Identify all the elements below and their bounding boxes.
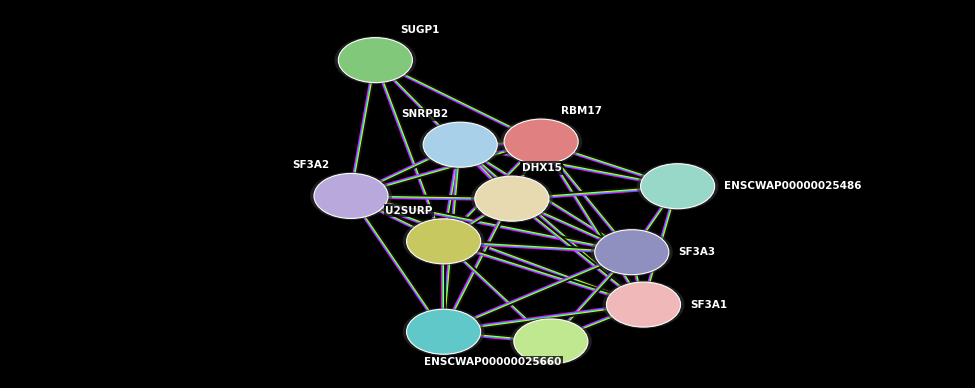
Ellipse shape: [637, 162, 719, 210]
Text: ENSCWAP00000025660: ENSCWAP00000025660: [424, 357, 562, 367]
Text: DHX15: DHX15: [522, 163, 562, 173]
Ellipse shape: [475, 176, 549, 221]
Text: SF3A2: SF3A2: [292, 160, 330, 170]
Ellipse shape: [423, 122, 497, 167]
Ellipse shape: [595, 230, 669, 275]
Text: SNRPB2: SNRPB2: [402, 109, 448, 119]
Text: SF3A1: SF3A1: [690, 300, 727, 310]
Ellipse shape: [334, 36, 416, 84]
Ellipse shape: [591, 228, 673, 276]
Ellipse shape: [606, 282, 681, 327]
Text: ENSCWAP00000025486: ENSCWAP00000025486: [724, 181, 862, 191]
Ellipse shape: [500, 118, 582, 166]
Text: SUGP1: SUGP1: [400, 24, 439, 35]
Text: RBM17: RBM17: [561, 106, 602, 116]
Text: U2SURP: U2SURP: [385, 206, 433, 216]
Ellipse shape: [403, 308, 485, 356]
Ellipse shape: [471, 175, 553, 223]
Ellipse shape: [407, 309, 481, 354]
Ellipse shape: [403, 217, 485, 265]
Ellipse shape: [314, 173, 388, 218]
Text: SF3A3: SF3A3: [679, 247, 716, 257]
Ellipse shape: [514, 319, 588, 364]
Ellipse shape: [510, 317, 592, 365]
Ellipse shape: [310, 172, 392, 220]
Ellipse shape: [338, 38, 412, 83]
Ellipse shape: [407, 219, 481, 264]
Ellipse shape: [603, 281, 684, 329]
Ellipse shape: [504, 119, 578, 164]
Ellipse shape: [641, 164, 715, 209]
Ellipse shape: [419, 121, 501, 169]
